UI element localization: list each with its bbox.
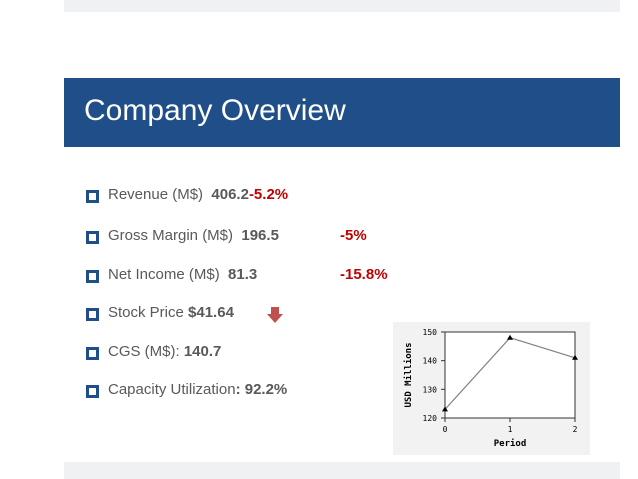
- bullet-capacity-utilization: Capacity Utilization: 92.2%: [86, 381, 446, 405]
- square-bullet-icon: [86, 385, 99, 398]
- bullet-label: CGS (M$):: [108, 343, 184, 360]
- bullet-value: 140.7: [183, 343, 222, 360]
- bullet-label: Net Income (M$): [108, 266, 220, 283]
- x-tick-label: 1: [508, 425, 513, 434]
- y-tick-label: 120: [423, 414, 438, 423]
- line-chart: 120 130 140 150 0 1 2 Period USD Millions: [393, 322, 590, 455]
- data-point: [507, 334, 513, 340]
- x-tick-label: 0: [443, 425, 448, 434]
- bullet-gross-margin: Gross Margin (M$) 196.5 -5%: [86, 227, 446, 251]
- y-tick-label: 130: [423, 385, 438, 394]
- bullet-stock-price: Stock Price $41.64: [86, 304, 446, 328]
- square-bullet-icon: [86, 270, 99, 283]
- bullet-change: -15.8%: [340, 266, 388, 283]
- top-decor-band: [64, 0, 620, 12]
- bullet-cgs: CGS (M$): 140.7: [86, 343, 446, 367]
- bullet-label: Gross Margin (M$): [108, 227, 234, 244]
- y-tick-label: 140: [423, 357, 438, 366]
- data-point: [572, 354, 578, 360]
- y-tick-label: 150: [423, 328, 438, 337]
- square-bullet-icon: [86, 231, 99, 244]
- bullet-change: -5.2%: [248, 186, 289, 203]
- square-bullet-icon: [86, 308, 99, 321]
- square-bullet-icon: [86, 347, 99, 360]
- slide-title: Company Overview: [84, 94, 346, 127]
- bullet-label: Revenue (M$): [108, 186, 204, 203]
- bullet-label: Stock Price: [108, 304, 189, 321]
- bullet-value: 406.2: [211, 186, 249, 203]
- x-axis-label: Period: [494, 438, 527, 449]
- bullet-value: 196.5: [241, 227, 279, 244]
- square-bullet-icon: [86, 190, 99, 203]
- bullet-value: : 92.2%: [235, 381, 288, 398]
- bullet-label: Capacity Utilization: [108, 381, 236, 398]
- bullet-value: $41.64: [188, 304, 234, 321]
- data-point: [442, 406, 448, 412]
- bullet-value: 81.3: [228, 266, 258, 283]
- bullet-revenue: Revenue (M$) 406.2-5.2%: [86, 186, 446, 210]
- y-axis-label: USD Millions: [403, 342, 414, 407]
- x-tick-label: 2: [573, 425, 578, 434]
- down-arrow-icon: [267, 307, 283, 323]
- bullet-net-income: Net Income (M$) 81.3 -15.8%: [86, 266, 446, 290]
- plot-area: [444, 331, 576, 419]
- bullet-change: -5%: [340, 227, 367, 244]
- line-chart-svg: 120 130 140 150 0 1 2 Period USD Millions: [403, 328, 578, 449]
- title-bar: Company Overview: [64, 78, 620, 147]
- bottom-decor-band: [64, 462, 620, 479]
